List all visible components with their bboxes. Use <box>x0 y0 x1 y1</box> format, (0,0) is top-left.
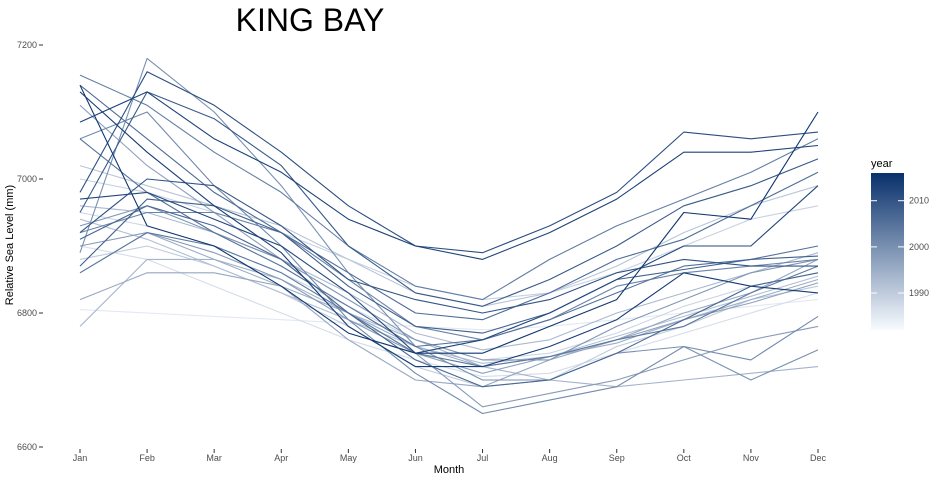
legend-title: year <box>871 158 893 170</box>
x-tick-label: Apr <box>274 453 288 463</box>
series-line-1992 <box>79 218 819 364</box>
series-line-2013 <box>79 91 819 260</box>
series-line-2007 <box>79 205 819 388</box>
y-tick-label: 6600 <box>17 442 37 452</box>
y-tick-label: 7200 <box>17 40 37 50</box>
series-line-2004 <box>79 232 819 368</box>
series-line-1987 <box>79 245 819 378</box>
series-line-2015 <box>79 84 819 354</box>
x-tick-label: Dec <box>810 453 827 463</box>
legend-tick-label: 2000 <box>909 242 929 252</box>
series-line-2000 <box>79 57 819 381</box>
x-tick-label: Oct <box>677 453 692 463</box>
x-tick-label: Jul <box>477 453 489 463</box>
series-line-1985 <box>79 299 819 331</box>
series-line-2011 <box>79 71 819 254</box>
series-line-2009 <box>79 91 819 307</box>
x-axis: Jan Feb Mar Apr May Jun Jul Aug Sep Oct Nov Dec <box>73 449 827 463</box>
x-tick-label: Jan <box>73 453 88 463</box>
series-line-2005 <box>79 138 819 348</box>
series-lines <box>79 57 819 415</box>
series-line-1994 <box>79 258 819 388</box>
legend-ticks: 1990 2000 2010 <box>871 196 929 298</box>
x-tick-label: Mar <box>206 453 222 463</box>
series-line-2012 <box>79 185 819 354</box>
chart-title: KING BAY <box>236 2 385 38</box>
y-axis-title: Relative Sea Level (mm) <box>4 185 16 305</box>
series-line-2014 <box>79 91 819 368</box>
legend-tick-label: 2010 <box>909 196 929 206</box>
x-tick-label: Nov <box>743 453 760 463</box>
series-line-1990 <box>79 245 819 388</box>
x-tick-label: Aug <box>542 453 558 463</box>
x-tick-label: Feb <box>139 453 155 463</box>
legend-tick-label: 1990 <box>909 288 929 298</box>
x-axis-title: Month <box>434 464 465 476</box>
series-line-2010 <box>79 178 818 314</box>
y-tick-label: 7000 <box>17 174 37 184</box>
x-tick-label: Sep <box>609 453 625 463</box>
y-tick-label: 6800 <box>17 308 37 318</box>
series-line-2003 <box>79 74 819 301</box>
series-line-1993 <box>79 205 819 351</box>
series-line-1996 <box>79 258 819 388</box>
legend-colorbar <box>871 173 904 330</box>
series-line-2006 <box>79 84 819 321</box>
series-line-1998 <box>79 232 819 408</box>
x-tick-label: May <box>340 453 358 463</box>
legend: year 1990 2000 2010 <box>871 158 929 330</box>
series-line-2008 <box>79 198 819 334</box>
x-tick-label: Jun <box>408 453 423 463</box>
y-axis: 6600 6800 7000 7200 <box>17 40 43 452</box>
series-line-2001 <box>79 111 819 415</box>
series-line-2002 <box>79 211 819 341</box>
series-line-1999 <box>79 205 819 361</box>
